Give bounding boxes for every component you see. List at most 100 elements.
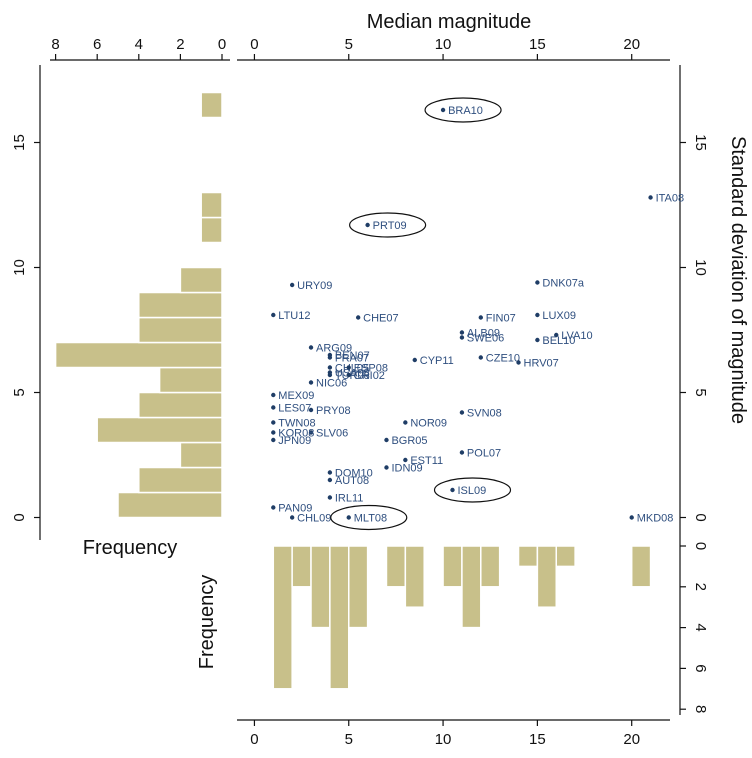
point-mlt08 <box>346 515 351 520</box>
y-histogram-bar-12 <box>200 91 223 119</box>
y-histogram-bar-10 <box>200 216 223 244</box>
point-label-mex09: MEX09 <box>278 390 314 402</box>
point-ltu12 <box>271 312 276 318</box>
y-axis-left-tick-label-0: 0 <box>11 513 28 521</box>
point-label-pry08: PRY08 <box>316 405 351 417</box>
point-label-lux09: LUX09 <box>542 310 576 322</box>
point-ury09 <box>289 282 295 288</box>
x-histogram-bar-12 <box>555 545 576 568</box>
point-label-bra10: BRA10 <box>448 105 483 117</box>
point-label-ita08: ITA08 <box>656 193 685 205</box>
point-mkd08 <box>629 515 634 520</box>
y-axis-right-tick-label-5: 5 <box>692 388 709 396</box>
x-histogram-axis-title: Frequency <box>196 575 218 670</box>
point-pan09 <box>271 505 276 510</box>
point-label-cze10: CZE10 <box>486 353 520 365</box>
y-histogram-bar-9 <box>179 266 223 294</box>
point-aut08 <box>327 477 333 483</box>
point-slv06 <box>308 430 314 435</box>
point-label-fin07: FIN07 <box>486 313 516 325</box>
point-label-ltu12: LTU12 <box>278 310 310 322</box>
point-ita08 <box>648 195 653 200</box>
x-axis-top-tick-label-15: 15 <box>529 36 546 53</box>
point-dnk07a <box>535 280 540 285</box>
x-histogram-bar-10 <box>517 545 539 568</box>
point-chl09 <box>289 515 295 520</box>
y-histogram-bar-3 <box>96 416 223 444</box>
highlight-ellipse-bra10 <box>424 97 502 123</box>
point-label-irl11: IRL11 <box>335 493 364 505</box>
point-label-dnk07a: DNK07a <box>542 278 584 290</box>
point-label-jpn09: JPN09 <box>278 435 311 447</box>
point-label-kor08: KOR08 <box>278 428 314 440</box>
point-fra07 <box>327 355 333 360</box>
y-histogram-count-tick-label-0: 0 <box>218 36 226 53</box>
y-histogram-count-tick-label-4: 4 <box>135 36 143 53</box>
y-axis-left-tick-label-15: 15 <box>11 134 28 151</box>
point-lva10 <box>554 332 559 338</box>
point-prt09 <box>365 222 370 228</box>
point-label-prt09: PRT09 <box>373 220 407 232</box>
point-label-pol07: POL07 <box>467 448 501 460</box>
point-lux09 <box>535 312 540 318</box>
point-label-chl09: CHL09 <box>297 513 331 525</box>
point-label-slv06: SLV06 <box>316 428 348 440</box>
point-hrv07 <box>516 360 521 365</box>
point-label-mkd08: MKD08 <box>637 513 674 525</box>
point-dom10 <box>327 470 333 475</box>
x-axis-bottom-tick-label-5: 5 <box>345 731 353 748</box>
y-axis-title: Standard deviation of magnitude <box>727 136 749 424</box>
x-histogram-count-tick-label-2: 2 <box>692 583 709 591</box>
point-chl05 <box>327 365 333 370</box>
x-axis-bottom-tick-label-15: 15 <box>529 731 546 748</box>
point-esp08 <box>346 365 351 370</box>
point-bgr05 <box>384 437 389 443</box>
point-twn08 <box>271 420 276 425</box>
x-histogram-bar-11 <box>536 545 557 608</box>
x-histogram-bar-8 <box>461 545 482 629</box>
point-label-est11: EST11 <box>410 455 443 467</box>
x-histogram-bar-1 <box>291 545 312 588</box>
y-histogram-bar-4 <box>138 391 223 419</box>
point-mex09 <box>271 392 276 398</box>
x-axis-bottom-tick-label-10: 10 <box>435 731 452 748</box>
point-label-pan09: PAN09 <box>278 503 312 515</box>
point-label-isl09: ISL09 <box>458 485 487 497</box>
point-pol07 <box>459 450 465 455</box>
y-histogram-bar-2 <box>179 441 223 469</box>
point-label-lva10: LVA10 <box>561 330 592 342</box>
y-axis-right-tick-label-0: 0 <box>692 513 709 521</box>
x-histogram-bar-2 <box>310 545 331 629</box>
point-est11 <box>403 457 408 463</box>
y-histogram-bar-1 <box>138 466 223 494</box>
point-bra10 <box>440 107 446 113</box>
x-axis-top-tick-label-0: 0 <box>250 36 258 53</box>
y-axis-right-tick-label-15: 15 <box>692 134 709 151</box>
y-histogram-count-tick-label-6: 6 <box>93 36 101 53</box>
point-jpn09 <box>271 437 276 443</box>
x-axis-top-tick-label-20: 20 <box>623 36 640 53</box>
point-swe06 <box>459 335 465 340</box>
point-label-cri02: CRI02 <box>354 370 385 382</box>
y-histogram-count-tick-label-8: 8 <box>51 36 59 53</box>
point-label-swe06: SWE06 <box>467 333 504 345</box>
point-label-alb09: ALB09 <box>467 328 500 340</box>
y-histogram-bar-6 <box>54 341 223 369</box>
x-axis-title: Median magnitude <box>367 11 532 33</box>
point-nic06 <box>308 380 314 385</box>
x-histogram-bar-5 <box>385 545 407 588</box>
x-axis-top-tick-label-10: 10 <box>435 36 452 53</box>
point-che07 <box>355 315 361 320</box>
point-label-idn09: IDN09 <box>391 463 422 475</box>
point-label-cyp11: CYP11 <box>420 355 454 367</box>
point-label-les07: LES07 <box>278 403 311 415</box>
point-label-fra07: FRA07 <box>335 353 369 365</box>
y-axis-left-tick-label-5: 5 <box>11 388 28 396</box>
x-histogram-bar-6 <box>404 545 425 608</box>
point-label-bel10: BEL10 <box>542 335 575 347</box>
point-kor08 <box>271 430 276 435</box>
y-histogram-axis-title: Frequency <box>83 537 178 559</box>
